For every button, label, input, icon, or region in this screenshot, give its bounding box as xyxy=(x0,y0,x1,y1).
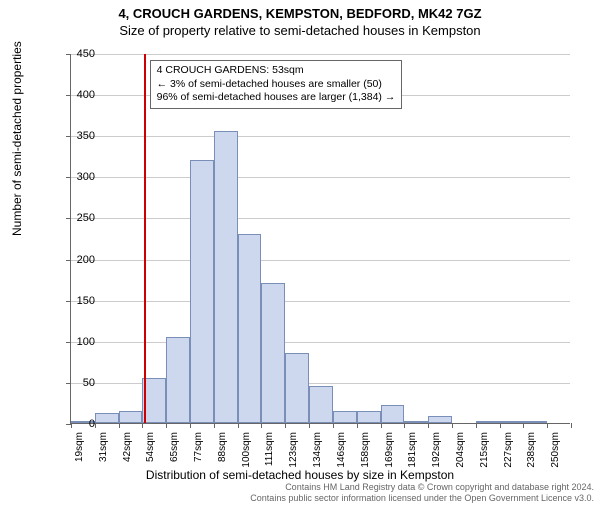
attribution-text: Contains HM Land Registry data © Crown c… xyxy=(250,482,594,504)
histogram-bar xyxy=(523,421,547,423)
grid-line xyxy=(71,177,570,178)
y-tick-label: 250 xyxy=(65,212,95,224)
x-tick-mark xyxy=(571,423,572,428)
x-tick-label: 123sqm xyxy=(288,432,299,472)
x-tick-label: 227sqm xyxy=(503,432,514,472)
x-tick-label: 111sqm xyxy=(264,432,275,472)
property-marker-line xyxy=(144,54,146,423)
x-tick-label: 65sqm xyxy=(169,432,180,472)
y-tick-label: 200 xyxy=(65,254,95,266)
x-tick-label: 54sqm xyxy=(145,432,156,472)
histogram-bar xyxy=(428,416,452,423)
x-tick-label: 215sqm xyxy=(479,432,490,472)
histogram-bar xyxy=(261,283,285,423)
x-tick-label: 100sqm xyxy=(241,432,252,472)
x-tick-label: 19sqm xyxy=(74,432,85,472)
x-tick-mark xyxy=(404,423,405,428)
attribution-line1: Contains HM Land Registry data © Crown c… xyxy=(250,482,594,493)
x-tick-label: 169sqm xyxy=(384,432,395,472)
grid-line xyxy=(71,218,570,219)
grid-line xyxy=(71,136,570,137)
y-tick-label: 50 xyxy=(65,377,95,389)
grid-line xyxy=(71,54,570,55)
x-tick-mark xyxy=(357,423,358,428)
histogram-bar xyxy=(476,421,500,423)
x-tick-mark xyxy=(261,423,262,428)
y-tick-label: 350 xyxy=(65,130,95,142)
x-tick-mark xyxy=(119,423,120,428)
x-tick-mark xyxy=(214,423,215,428)
histogram-bar xyxy=(119,411,143,423)
y-tick-label: 0 xyxy=(65,418,95,430)
x-tick-label: 42sqm xyxy=(122,432,133,472)
histogram-bar xyxy=(238,234,262,423)
x-tick-mark xyxy=(428,423,429,428)
x-tick-mark xyxy=(190,423,191,428)
chart-title-sub: Size of property relative to semi-detach… xyxy=(0,23,600,38)
histogram-bar xyxy=(190,160,214,423)
x-tick-mark xyxy=(142,423,143,428)
x-tick-label: 158sqm xyxy=(360,432,371,472)
y-tick-label: 300 xyxy=(65,171,95,183)
chart-plot-area: 4 CROUCH GARDENS: 53sqm← 3% of semi-deta… xyxy=(70,54,570,424)
x-tick-mark xyxy=(333,423,334,428)
annotation-box: 4 CROUCH GARDENS: 53sqm← 3% of semi-deta… xyxy=(150,60,403,109)
y-tick-label: 450 xyxy=(65,48,95,60)
y-tick-label: 150 xyxy=(65,295,95,307)
histogram-bar xyxy=(309,386,333,423)
x-tick-mark xyxy=(381,423,382,428)
x-tick-label: 77sqm xyxy=(193,432,204,472)
histogram-bar xyxy=(142,378,166,423)
x-tick-mark xyxy=(285,423,286,428)
histogram-bar xyxy=(381,405,405,423)
histogram-bar xyxy=(166,337,190,423)
x-tick-mark xyxy=(309,423,310,428)
x-tick-mark xyxy=(523,423,524,428)
grid-line xyxy=(71,260,570,261)
histogram-bar xyxy=(357,411,381,423)
x-tick-label: 146sqm xyxy=(336,432,347,472)
histogram-bar xyxy=(214,131,238,423)
annotation-line: 96% of semi-detached houses are larger (… xyxy=(157,91,396,105)
x-tick-label: 238sqm xyxy=(526,432,537,472)
annotation-line: 4 CROUCH GARDENS: 53sqm xyxy=(157,64,396,78)
x-tick-label: 181sqm xyxy=(407,432,418,472)
x-tick-mark xyxy=(547,423,548,428)
x-tick-mark xyxy=(476,423,477,428)
x-tick-label: 134sqm xyxy=(312,432,323,472)
histogram-bar xyxy=(95,413,119,423)
annotation-line: ← 3% of semi-detached houses are smaller… xyxy=(157,78,396,92)
attribution-line2: Contains public sector information licen… xyxy=(250,493,594,504)
histogram-bar xyxy=(404,421,428,423)
y-axis-label: Number of semi-detached properties xyxy=(10,41,24,236)
grid-line xyxy=(71,301,570,302)
x-tick-mark xyxy=(238,423,239,428)
grid-line xyxy=(71,342,570,343)
y-tick-label: 100 xyxy=(65,336,95,348)
chart-title-main: 4, CROUCH GARDENS, KEMPSTON, BEDFORD, MK… xyxy=(0,6,600,21)
y-tick-label: 400 xyxy=(65,89,95,101)
x-tick-label: 204sqm xyxy=(455,432,466,472)
x-tick-mark xyxy=(500,423,501,428)
histogram-bar xyxy=(285,353,309,423)
x-tick-label: 31sqm xyxy=(98,432,109,472)
histogram-bar xyxy=(333,411,357,423)
x-tick-mark xyxy=(452,423,453,428)
x-tick-label: 88sqm xyxy=(217,432,228,472)
x-tick-mark xyxy=(166,423,167,428)
histogram-bar xyxy=(500,421,524,423)
x-tick-label: 192sqm xyxy=(431,432,442,472)
x-tick-label: 250sqm xyxy=(550,432,561,472)
